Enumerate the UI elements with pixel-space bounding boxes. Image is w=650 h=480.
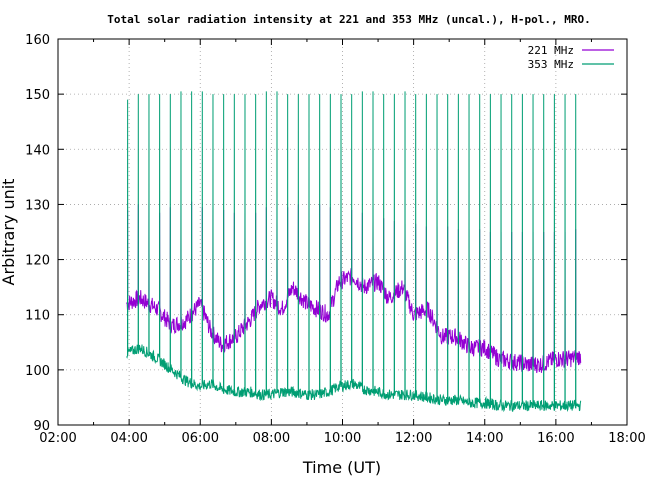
legend-label-221: 221 MHz (528, 44, 574, 57)
y-tick-label: 140 (25, 143, 50, 158)
x-tick-label: 06:00 (182, 431, 219, 446)
x-tick-label: 02:00 (39, 431, 76, 446)
y-axis-label: Arbitrary unit (0, 179, 18, 286)
y-tick-label: 130 (25, 198, 50, 213)
series-layer (126, 91, 582, 413)
grid-lines (58, 39, 627, 425)
x-tick-label: 08:00 (253, 431, 290, 446)
x-tick-label: 16:00 (537, 431, 574, 446)
chart-title: Total solar radiation intensity at 221 a… (107, 13, 590, 26)
x-tick-label: 04:00 (110, 431, 147, 446)
legend-label-353: 353 MHz (528, 58, 574, 71)
y-axis: 90 100 110 120 130 140 150 160 (25, 33, 627, 434)
x-tick-label: 10:00 (324, 431, 361, 446)
series-line-1 (126, 91, 582, 413)
y-tick-label: 90 (33, 419, 50, 434)
x-tick-label: 14:00 (466, 431, 503, 446)
y-tick-label: 150 (25, 88, 50, 103)
y-tick-label: 160 (25, 33, 50, 48)
x-tick-label: 18:00 (608, 431, 645, 446)
x-axis: 02:00 04:00 06:00 08:00 10:00 12:00 14:00 16:00… (39, 39, 646, 446)
y-tick-label: 120 (25, 254, 50, 269)
y-tick-label: 100 (25, 364, 50, 379)
x-tick-label: 12:00 (395, 431, 432, 446)
y-tick-label: 110 (25, 309, 50, 324)
x-axis-label: Time (UT) (302, 458, 381, 477)
legend: 221 MHz 353 MHz (528, 44, 614, 71)
